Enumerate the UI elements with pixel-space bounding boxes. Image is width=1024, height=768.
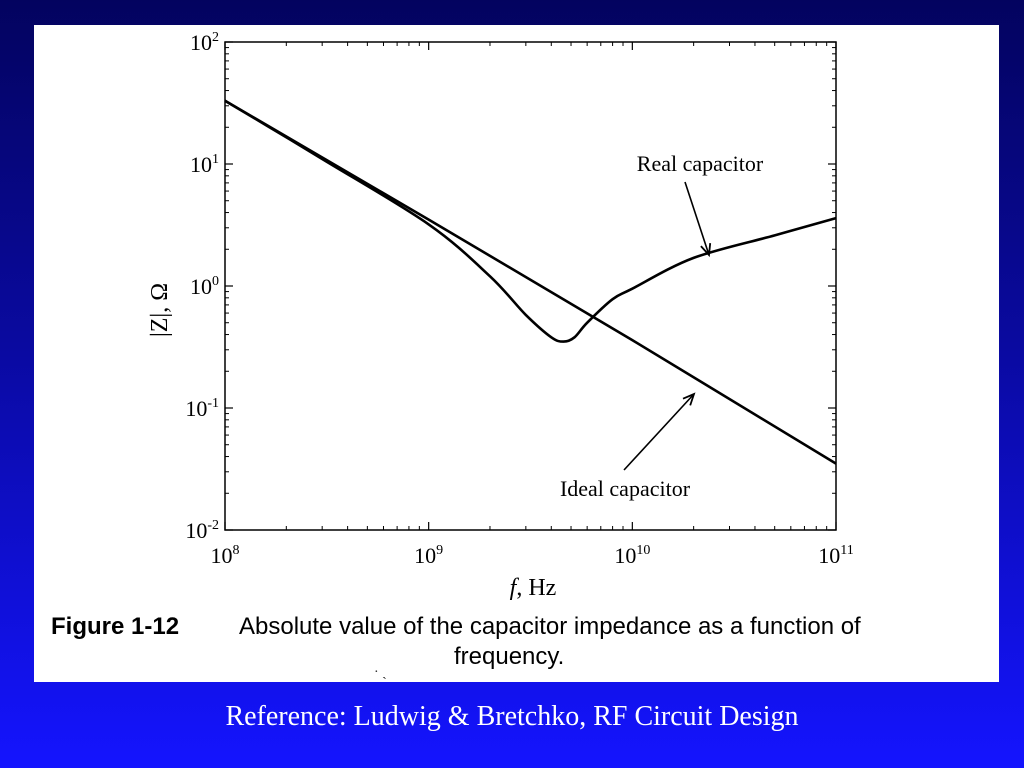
- plot-frame: [224, 41, 837, 531]
- real-capacitor-annotation: Real capacitor: [637, 151, 764, 176]
- y-tick-label: 10-1: [185, 396, 219, 421]
- x-tick-label: 1010: [614, 543, 650, 568]
- y-tick-label: 101: [190, 152, 219, 177]
- real-capacitor-line: [224, 99, 837, 343]
- reference-text: Reference: Ludwig & Bretchko, RF Circuit…: [225, 701, 799, 732]
- y-axis-label: |Z|, Ω: [147, 283, 173, 337]
- y-tick-label: 100: [190, 274, 219, 299]
- x-tick-label: 109: [414, 543, 443, 568]
- ideal-capacitor-arrow-shaft: [623, 393, 695, 471]
- real-capacitor-arrow-shaft: [684, 181, 710, 256]
- caption-text-line1: Absolute value of the capacitor impedanc…: [239, 613, 861, 640]
- real-capacitor-arrow-head: [700, 243, 712, 258]
- y-tick-label: 10-2: [185, 518, 219, 543]
- figure-label: Figure 1-12: [51, 613, 180, 640]
- x-axis-label-italic: f: [510, 575, 520, 601]
- ideal-capacitor-line: [224, 99, 837, 465]
- y-tick-label: 102: [190, 30, 219, 55]
- x-axis-label: f, Hz: [510, 575, 557, 601]
- caption-text-line2: frequency.: [454, 643, 565, 670]
- x-axis-label-unit: , Hz: [516, 575, 556, 601]
- ideal-capacitor-arrow-head: [682, 392, 696, 406]
- figure-panel: 108 109 1010 1011 10-2 10-1 100 101 102 Real cap…: [34, 25, 999, 682]
- scan-speck-mark: · ˎ: [374, 665, 387, 680]
- ideal-capacitor-annotation: Ideal capacitor: [560, 476, 691, 501]
- x-tick-label: 1011: [818, 543, 853, 568]
- impedance-chart: 108 109 1010 1011 10-2 10-1 100 101 102 Real cap…: [147, 30, 854, 601]
- x-tick-label: 108: [211, 543, 240, 568]
